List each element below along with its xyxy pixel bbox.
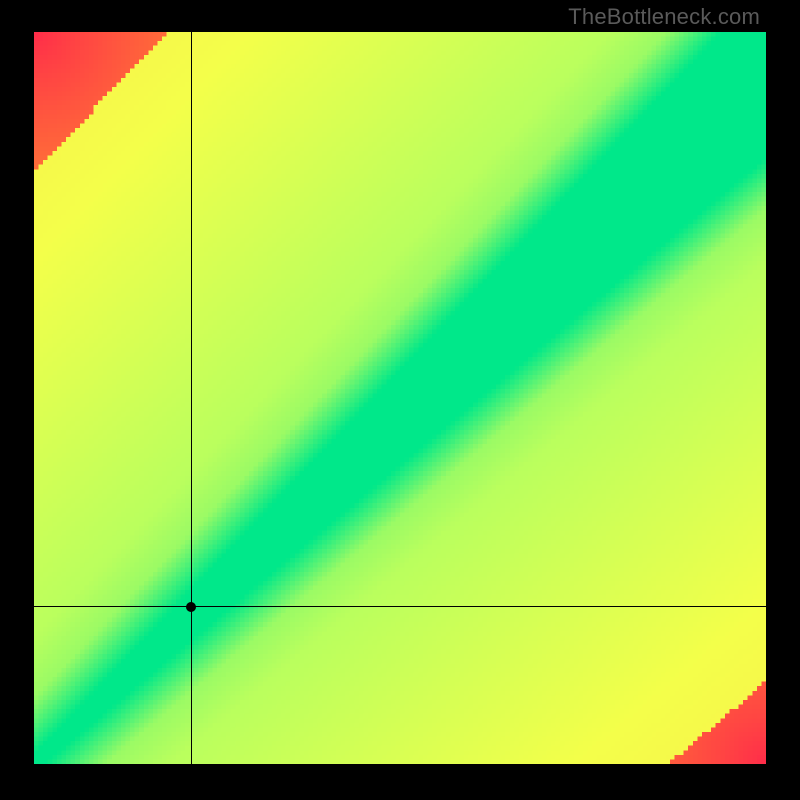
watermark-text: TheBottleneck.com [568, 4, 760, 30]
crosshair-marker [186, 602, 196, 612]
heatmap-canvas [34, 32, 766, 764]
crosshair-vertical [191, 32, 192, 764]
crosshair-horizontal [34, 606, 766, 607]
plot-area [34, 32, 766, 764]
